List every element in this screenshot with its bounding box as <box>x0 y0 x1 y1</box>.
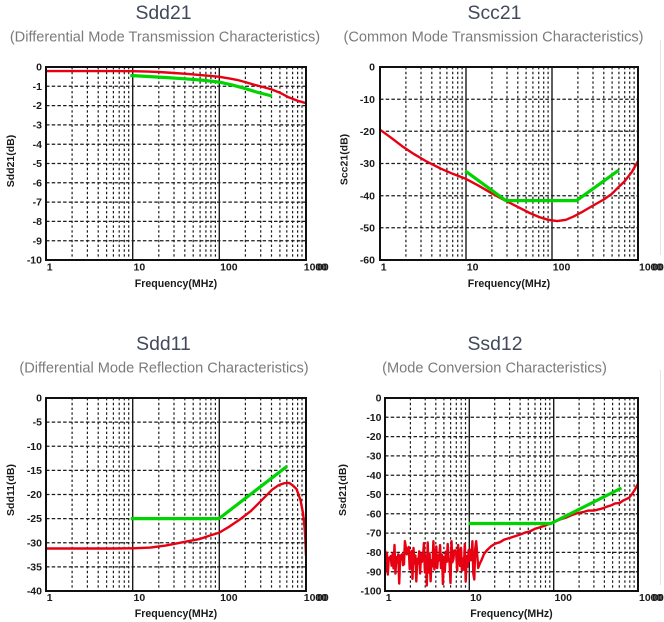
svg-text:10: 10 <box>470 592 482 604</box>
svg-text:-10: -10 <box>366 412 381 424</box>
svg-text:100: 100 <box>555 592 573 604</box>
svg-text:10: 10 <box>467 262 479 274</box>
svg-text:-50: -50 <box>366 489 381 501</box>
svg-text:-10: -10 <box>27 441 42 453</box>
svg-text:-8: -8 <box>33 216 42 228</box>
svg-text:-6: -6 <box>33 177 42 189</box>
svg-text:-60: -60 <box>360 255 375 267</box>
svg-text:-30: -30 <box>27 537 42 549</box>
svg-text:10: 10 <box>134 592 146 604</box>
svg-text:-40: -40 <box>27 586 42 598</box>
svg-text:(Mode Conversion Characteristi: (Mode Conversion Characteristics) <box>382 360 607 376</box>
svg-text:-10: -10 <box>360 94 375 106</box>
svg-text:10: 10 <box>304 262 316 274</box>
svg-text:-25: -25 <box>27 513 42 525</box>
svg-text:00: 00 <box>652 262 664 274</box>
svg-text:-20: -20 <box>360 126 375 138</box>
svg-text:10: 10 <box>134 262 146 274</box>
svg-text:-20: -20 <box>366 431 381 443</box>
svg-text:-70: -70 <box>366 528 381 540</box>
svg-text:00: 00 <box>315 592 327 604</box>
svg-text:100: 100 <box>553 262 571 274</box>
svg-text:Ssd12: Ssd12 <box>468 333 523 355</box>
svg-text:-30: -30 <box>360 158 375 170</box>
svg-text:(Differential Mode Reflection: (Differential Mode Reflection Characteri… <box>19 360 308 376</box>
svg-text:Sdd11: Sdd11 <box>136 333 191 355</box>
svg-text:-20: -20 <box>27 489 42 501</box>
svg-text:0: 0 <box>36 393 42 405</box>
svg-text:00: 00 <box>651 592 663 604</box>
svg-text:00: 00 <box>315 262 327 274</box>
svg-text:Frequency(MHz): Frequency(MHz) <box>135 608 217 620</box>
svg-text:100: 100 <box>220 262 238 274</box>
svg-text:-10: -10 <box>27 255 42 267</box>
svg-text:10: 10 <box>639 262 651 274</box>
svg-text:0: 0 <box>369 62 375 74</box>
svg-text:-1: -1 <box>33 81 42 93</box>
svg-text:-5: -5 <box>33 417 42 429</box>
svg-text:(Common Mode Transmission Char: (Common Mode Transmission Characteristic… <box>343 29 643 45</box>
svg-text:-40: -40 <box>360 190 375 202</box>
svg-text:00: 00 <box>652 592 664 604</box>
svg-text:1: 1 <box>47 262 53 274</box>
svg-text:-9: -9 <box>33 235 42 247</box>
svg-text:00: 00 <box>317 592 329 604</box>
svg-text:-7: -7 <box>33 197 42 209</box>
svg-text:1: 1 <box>386 592 392 604</box>
svg-text:Sdd21(dB): Sdd21(dB) <box>5 135 17 188</box>
svg-text:-5: -5 <box>33 158 42 170</box>
svg-text:00: 00 <box>651 262 663 274</box>
svg-text:Ssd21(dB): Ssd21(dB) <box>337 464 349 516</box>
svg-text:Scc21: Scc21 <box>468 2 522 24</box>
svg-text:0: 0 <box>376 393 382 405</box>
svg-text:0: 0 <box>36 62 42 74</box>
svg-text:1: 1 <box>47 592 53 604</box>
svg-text:-90: -90 <box>366 566 381 578</box>
svg-text:-100: -100 <box>360 586 381 598</box>
svg-text:10: 10 <box>304 592 316 604</box>
svg-text:10: 10 <box>639 592 651 604</box>
svg-text:-40: -40 <box>366 470 381 482</box>
svg-text:-80: -80 <box>366 547 381 559</box>
svg-text:Frequency(MHz): Frequency(MHz) <box>470 608 552 620</box>
svg-text:(Differential Mode Transmissio: (Differential Mode Transmission Characte… <box>10 29 320 45</box>
svg-text:-15: -15 <box>27 465 42 477</box>
svg-text:1: 1 <box>381 262 387 274</box>
svg-text:-2: -2 <box>33 100 42 112</box>
svg-text:-50: -50 <box>360 222 375 234</box>
svg-text:-30: -30 <box>366 451 381 463</box>
svg-text:00: 00 <box>317 262 329 274</box>
svg-text:Sdd21: Sdd21 <box>135 2 191 24</box>
svg-text:100: 100 <box>220 592 238 604</box>
svg-text:-35: -35 <box>27 562 42 574</box>
svg-text:Scc21(dB): Scc21(dB) <box>338 134 350 185</box>
svg-text:Frequency(MHz): Frequency(MHz) <box>135 278 217 290</box>
svg-text:-3: -3 <box>33 120 42 132</box>
svg-text:Sdd11(dB): Sdd11(dB) <box>5 464 17 516</box>
svg-text:-60: -60 <box>366 508 381 520</box>
svg-text:-4: -4 <box>33 139 42 151</box>
svg-text:Frequency(MHz): Frequency(MHz) <box>468 278 550 290</box>
